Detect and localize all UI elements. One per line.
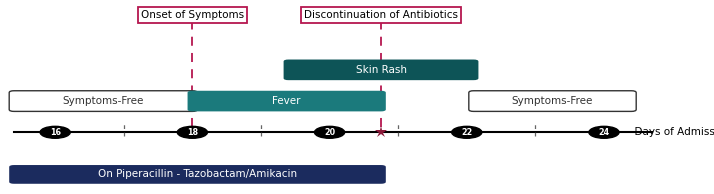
Circle shape [40, 126, 70, 138]
Text: 20: 20 [324, 128, 335, 137]
Text: 18: 18 [187, 128, 198, 137]
FancyBboxPatch shape [283, 60, 478, 80]
Text: 22: 22 [461, 128, 473, 137]
Circle shape [452, 126, 482, 138]
Text: 16: 16 [50, 128, 61, 137]
FancyBboxPatch shape [188, 91, 386, 111]
FancyBboxPatch shape [9, 165, 386, 184]
Text: Discontinuation of Antibiotics: Discontinuation of Antibiotics [304, 10, 458, 20]
Text: Symptoms-Free: Symptoms-Free [63, 96, 144, 106]
Text: On Piperacillin - Tazobactam/Amikacin: On Piperacillin - Tazobactam/Amikacin [98, 169, 297, 179]
Circle shape [589, 126, 619, 138]
Circle shape [314, 126, 345, 138]
Text: Fever: Fever [273, 96, 301, 106]
Text: Symptoms-Free: Symptoms-Free [512, 96, 593, 106]
Text: Skin Rash: Skin Rash [356, 65, 406, 75]
Circle shape [177, 126, 208, 138]
Text: 24: 24 [598, 128, 610, 137]
Text: Days of Admission: Days of Admission [628, 127, 714, 137]
FancyBboxPatch shape [469, 91, 636, 111]
FancyBboxPatch shape [9, 91, 197, 111]
Text: Onset of Symptoms: Onset of Symptoms [141, 10, 244, 20]
